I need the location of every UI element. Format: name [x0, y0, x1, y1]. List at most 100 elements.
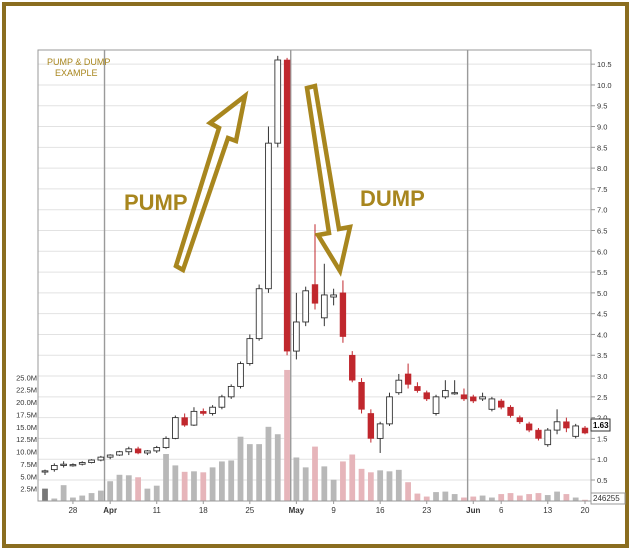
candle-body-up	[60, 463, 67, 466]
volume-bar	[97, 490, 104, 501]
price-tick-label: 2.0	[597, 414, 607, 423]
volume-bar	[181, 471, 188, 501]
candle-body-down	[367, 413, 375, 439]
volume-bar	[414, 493, 421, 501]
volume-bar	[582, 499, 588, 501]
volume-bar	[70, 497, 76, 501]
date-tick-label: May	[289, 506, 305, 515]
candle-body-up	[479, 396, 486, 400]
last-price-marker: 1.63	[590, 418, 611, 432]
volume-bar	[395, 469, 402, 501]
date-axis: 28 Apr 11 18 25 May 9 16 23 Jun 6 13 20	[68, 501, 590, 515]
volume-bar	[572, 497, 579, 501]
candle-body-up	[395, 379, 403, 394]
candle-body-down	[563, 421, 570, 429]
volume-tick-label: 22.5M	[16, 386, 37, 395]
date-tick-label: 25	[245, 506, 254, 515]
price-tick-label: 10.0	[597, 81, 612, 90]
volume-bar	[479, 495, 486, 501]
volume-bar	[367, 472, 374, 501]
volume-tick-label: 17.5M	[16, 410, 37, 419]
candle-body-up	[41, 470, 49, 473]
date-tick-label: 23	[422, 506, 431, 515]
candle-body-up	[302, 290, 310, 323]
candle-body-up	[293, 321, 300, 352]
volume-bar	[554, 491, 560, 501]
volume-bar	[535, 493, 542, 501]
volume-tick-label: 5.0M	[20, 472, 37, 481]
candle-body-up	[265, 142, 272, 290]
volume-bar	[228, 460, 235, 501]
candle-body-up	[209, 406, 216, 414]
volume-tick-label: 20.0M	[16, 398, 37, 407]
candle-body-down	[404, 373, 412, 385]
price-tick-label: 7.0	[597, 206, 607, 215]
volume-bar	[42, 488, 48, 501]
date-tick-label: 13	[543, 506, 552, 515]
price-tick-label: 5.5	[597, 268, 607, 277]
volume-bar	[274, 434, 281, 501]
price-axis: 0.5 1.0 1.5 2.0 2.5 3.0 3.5 4.0 4.5 5.0 5.5 6.0 6.5 7…	[591, 60, 612, 485]
volume-bar	[60, 485, 67, 501]
volume-bar	[88, 493, 95, 501]
candle-body-up	[125, 448, 133, 453]
dump-arrow	[304, 83, 353, 277]
volume-bar	[172, 465, 179, 501]
price-tick-label: 10.5	[597, 60, 612, 69]
candle-body-up	[386, 396, 393, 425]
volume-bars	[42, 369, 588, 501]
candle-body-down	[134, 448, 142, 454]
candle-body-up	[274, 59, 282, 144]
date-tick-label: Apr	[103, 506, 117, 515]
candle-body-up	[255, 288, 263, 340]
dump-label: DUMP	[360, 186, 425, 211]
dump-arrow-icon	[304, 83, 353, 277]
volume-bar	[107, 481, 114, 501]
date-tick-label: 11	[153, 506, 162, 515]
candle-body-up	[50, 464, 58, 471]
price-tick-label: 4.5	[597, 310, 607, 319]
volume-bar	[135, 477, 141, 501]
candle-body-up	[246, 338, 254, 365]
candlesticks	[41, 55, 589, 476]
candle-body-up	[106, 454, 114, 458]
candle-body-up	[237, 363, 244, 387]
month-separators	[103, 50, 469, 501]
candle-body-up	[553, 421, 561, 431]
price-tick-label: 8.5	[597, 143, 607, 152]
volume-bar	[116, 474, 123, 501]
volume-bar	[153, 485, 160, 501]
candle-body-down	[470, 396, 477, 402]
plot-area-border	[37, 49, 592, 502]
price-tick-label: 1.5	[597, 434, 607, 443]
price-tick-label: 5.0	[597, 289, 607, 298]
candle-body-up	[116, 451, 123, 456]
volume-bar	[256, 444, 263, 501]
date-tick-label: 9	[331, 506, 336, 515]
candle-body-down	[283, 59, 291, 352]
volume-tick-label: 15.0M	[16, 423, 37, 432]
price-tick-label: 0.5	[597, 476, 607, 485]
volume-tick-label: 12.5M	[16, 435, 37, 444]
candle-body-down	[358, 381, 365, 410]
last-volume-label: 246255	[593, 494, 620, 503]
volume-tick-label: 10.0M	[16, 448, 37, 457]
volume-bar	[498, 494, 505, 501]
volume-bar	[330, 479, 337, 501]
volume-bar	[442, 491, 449, 501]
date-tick-label: 6	[499, 506, 504, 515]
candle-body-down	[423, 392, 430, 400]
candle-body-up	[330, 294, 337, 298]
date-tick-label: 28	[68, 506, 77, 515]
volume-bar	[144, 488, 151, 501]
price-tick-label: 4.0	[597, 330, 607, 339]
volume-bar	[200, 472, 207, 501]
volume-bar	[461, 497, 467, 501]
candle-body-up	[442, 390, 449, 398]
candle-body-up	[162, 437, 170, 449]
candle-body-up	[172, 417, 179, 439]
volume-bar	[516, 495, 523, 501]
volume-tick-label: 7.5M	[20, 460, 37, 469]
volume-bar	[526, 494, 533, 501]
